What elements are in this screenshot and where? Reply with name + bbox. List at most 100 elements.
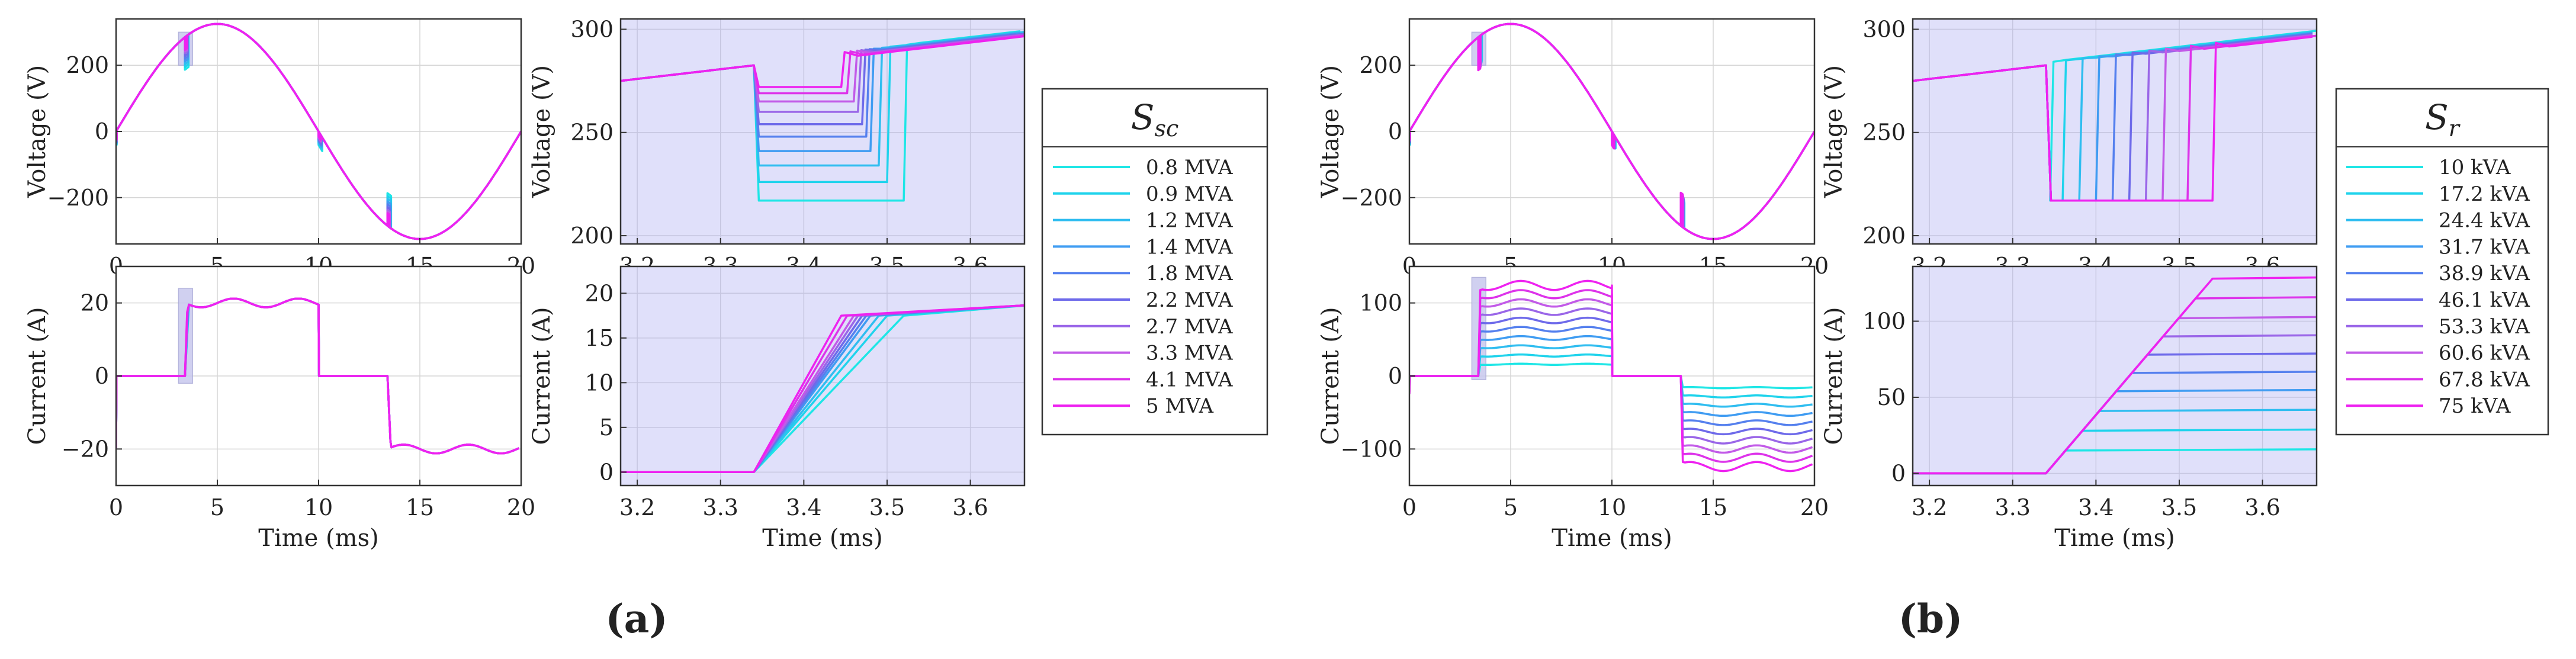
voltage-zoom-b-axes-frame	[1912, 18, 2318, 245]
voltage-zoom-b-ylabel: Voltage (V)	[1820, 65, 1848, 198]
current-full-a-ytick-label-2: 20	[81, 290, 109, 316]
current-full-a-xtick-label-4: 20	[507, 494, 535, 520]
legend-a-label-3: 1.2 MVA	[1146, 209, 1233, 233]
voltage-zoom-a-series-group	[621, 30, 1024, 202]
current-full-b-xtick-label-0: 0	[1402, 494, 1417, 520]
voltage-zoom-b-ytick-label-1: 250	[1862, 120, 1906, 146]
voltage-full-b-ytick-label-0: −200	[1341, 185, 1402, 211]
legend-a-label-6: 2.2 MVA	[1146, 288, 1233, 312]
current-zoom-b-tick-group: 3.2 3.3 3.4 3.5 3.6 0 50 100	[1862, 308, 2280, 521]
voltage-zoom-a-ytick-label-0: 200	[570, 223, 614, 249]
current-zoom-plot-a: 3.2 3.3 3.4 3.5 3.6 0 5 10 15 20 Current (A) Time (…	[528, 265, 1026, 552]
current-full-a-tick-group: 0 5 10 15 20 −20 0 20	[62, 290, 535, 520]
current-full-b-ytick-label-0: −100	[1341, 436, 1402, 462]
current-full-a-xlabel: Time (ms)	[258, 525, 378, 552]
current-full-b-ytick-label-2: 100	[1359, 290, 1402, 316]
legend-a-label-2: 0.9 MVA	[1146, 182, 1233, 206]
voltage-zoom-a-ylabel: Voltage (V)	[528, 65, 555, 198]
current-zoom-plot-b: 3.2 3.3 3.4 3.5 3.6 0 50 100 Current (A) Time (ms…	[1820, 265, 2318, 552]
current-zoom-b-plot-area	[1913, 266, 2317, 486]
voltage-full-b-ylabel: Voltage (V)	[1317, 65, 1344, 198]
current-zoom-b-series-10	[1913, 276, 2317, 475]
legend-b-label-6: 46.1 kVA	[2439, 288, 2530, 312]
legend-b-label-3: 24.4 kVA	[2439, 209, 2530, 233]
legend-a-label-9: 4.1 MVA	[1146, 368, 1233, 391]
voltage-zoom-b-ytick-label-2: 300	[1862, 16, 1906, 42]
voltage-zoom-a-plot-area	[621, 19, 1024, 244]
current-zoom-b-xlabel: Time (ms)	[2054, 525, 2174, 552]
current-zoom-a-xtick-label-1: 3.3	[703, 494, 738, 520]
legend-b-label-1: 10 kVA	[2439, 156, 2511, 179]
voltage-zoom-a-axes-frame	[619, 18, 1026, 245]
voltage-full-a-ytick-label-1: 0	[95, 118, 109, 144]
current-zoom-a-xtick-label-2: 3.4	[786, 494, 821, 520]
current-full-a-series-group	[116, 297, 520, 455]
current-zoom-a-series-group	[621, 304, 1024, 474]
voltage-zoom-a-ytick-label-2: 300	[570, 16, 614, 42]
current-full-a-ylabel: Current (A)	[24, 307, 51, 445]
voltage-zoom-b-ytick-label-0: 200	[1862, 223, 1906, 249]
voltage-full-b-series-10	[1409, 22, 1814, 240]
current-full-a-series-10	[116, 297, 520, 455]
current-full-a-ytick-label-0: −20	[62, 436, 109, 462]
current-zoom-a-ytick-label-3: 15	[585, 325, 614, 351]
legend-b-label-5: 38.9 kVA	[2439, 262, 2530, 285]
current-full-b-series-10	[1409, 279, 1813, 472]
legend-b-label-9: 67.8 kVA	[2439, 368, 2530, 391]
voltage-full-a-ylabel: Voltage (V)	[24, 65, 51, 198]
current-zoom-b-ytick-label-0: 0	[1891, 460, 1906, 486]
panel-caption-b: (b)	[1899, 596, 1963, 642]
current-full-b-series-group	[1409, 279, 1813, 472]
current-zoom-a-grid	[621, 266, 1024, 486]
current-full-b-ylabel: Current (A)	[1317, 307, 1344, 445]
panel-caption-a: (a)	[605, 596, 667, 642]
legend-b-label-4: 31.7 kVA	[2439, 235, 2530, 259]
current-full-b-xlabel: Time (ms)	[1552, 525, 1672, 552]
current-zoom-a-xtick-label-0: 3.2	[619, 494, 655, 520]
current-full-b-xtick-label-4: 20	[1800, 494, 1829, 520]
current-full-period-plot-b: 0 5 10 15 20 −100 0 100 Current (A) Time (ms)	[1317, 265, 1829, 552]
voltage-zoom-b-series-10	[1913, 36, 2313, 202]
current-full-b-tick-group: 0 5 10 15 20 −100 0 100	[1341, 290, 1829, 520]
current-zoom-a-series-10	[621, 304, 1024, 474]
legend-title-b: Sr	[2425, 97, 2461, 142]
current-full-b-ytick-label-1: 0	[1388, 363, 1402, 389]
legend-a-label-7: 2.7 MVA	[1146, 315, 1233, 339]
current-zoom-a-ytick-label-0: 0	[599, 459, 614, 485]
current-full-b-xtick-label-1: 5	[1504, 494, 1518, 520]
voltage-full-a-series-group	[116, 22, 521, 240]
voltage-full-a-ytick-label-2: 200	[66, 52, 109, 78]
legend-a-label-4: 1.4 MVA	[1146, 235, 1233, 259]
current-zoom-b-ytick-label-2: 100	[1862, 308, 1906, 335]
current-full-b-xtick-label-2: 10	[1598, 494, 1626, 520]
current-zoom-a-axes-frame	[619, 265, 1026, 487]
current-full-a-xtick-label-1: 5	[210, 494, 224, 520]
legend-b-label-2: 17.2 kVA	[2439, 182, 2530, 206]
voltage-full-a-series-10	[116, 22, 521, 240]
current-zoom-a-tick-group: 3.2 3.3 3.4 3.5 3.6 0 5 10 15 20	[585, 280, 988, 520]
voltage-full-a-ytick-label-0: −200	[47, 185, 109, 211]
voltage-full-b-series-group	[1409, 22, 1814, 240]
current-zoom-b-xtick-label-0: 3.2	[1912, 494, 1947, 520]
legend-a-label-8: 3.3 MVA	[1146, 342, 1233, 365]
current-zoom-a-ylabel: Current (A)	[528, 307, 555, 445]
current-zoom-a-xtick-label-4: 3.6	[952, 494, 988, 520]
current-zoom-a-xlabel: Time (ms)	[762, 525, 882, 552]
voltage-full-b-ytick-label-2: 200	[1359, 52, 1402, 78]
legend-title-subscript-b: r	[2449, 115, 2461, 142]
voltage-zoom-a-series-10	[621, 35, 1024, 88]
current-zoom-a-ytick-label-4: 20	[585, 280, 614, 306]
legend-a-label-10: 5 MVA	[1146, 394, 1213, 418]
current-zoom-b-xtick-label-4: 3.6	[2244, 494, 2280, 520]
current-full-a-xtick-label-0: 0	[109, 494, 123, 520]
current-zoom-b-xtick-label-3: 3.5	[2161, 494, 2197, 520]
current-full-period-plot-a: 0 5 10 15 20 −20 0 20 Current (A) Time (ms)	[24, 265, 535, 552]
voltage-full-b-ytick-label-1: 0	[1388, 118, 1402, 144]
voltage-zoom-b-series-group	[1913, 30, 2317, 202]
current-zoom-a-ytick-label-2: 10	[585, 369, 614, 396]
current-zoom-a-ytick-label-1: 5	[599, 414, 614, 441]
